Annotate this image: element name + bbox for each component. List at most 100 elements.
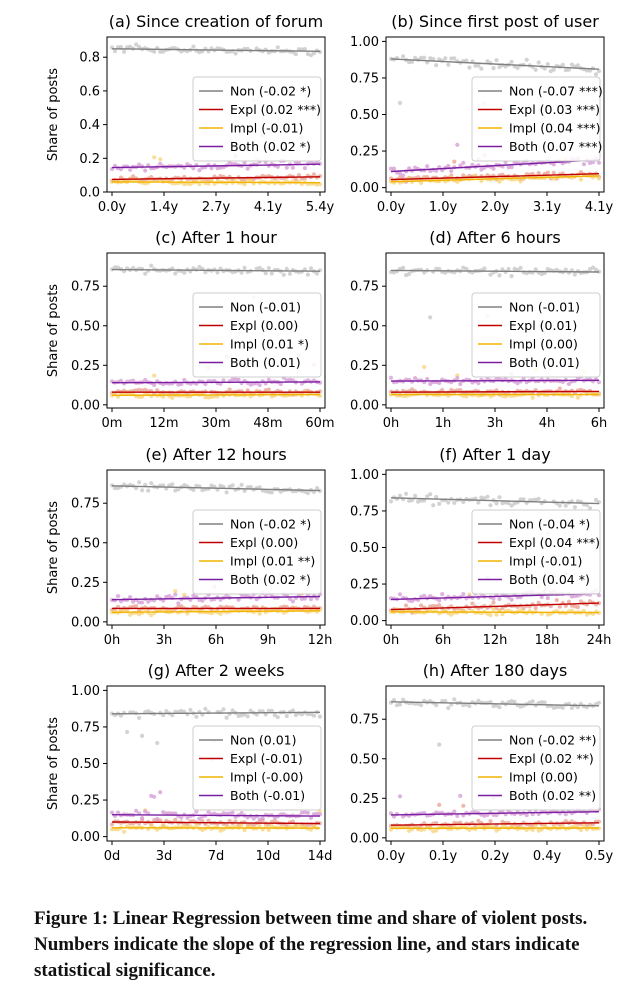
scatter-point-impl — [542, 823, 547, 828]
scatter-point-non — [224, 715, 229, 720]
scatter-point-both — [173, 592, 178, 597]
scatter-point-both — [230, 377, 235, 382]
scatter-point-both — [191, 166, 196, 171]
scatter-point-both — [407, 166, 412, 171]
legend-box — [192, 76, 322, 162]
legend-label-impl: Impl (-0.01) — [509, 554, 582, 569]
scatter-point-non — [143, 271, 148, 276]
scatter-point-impl — [449, 612, 454, 617]
regression-line-impl — [390, 611, 600, 614]
scatter-point-both — [566, 381, 572, 387]
legend: Non (-0.04 *) Expl (0.04 ***) Impl (-0.01)… — [471, 509, 601, 595]
x-tick-label: 7d — [208, 849, 225, 864]
y-tick-label: 0.25 — [350, 359, 379, 374]
scatter-point-expl — [437, 802, 442, 808]
scatter-point-non — [437, 266, 442, 271]
y-tick-label: 0.50 — [350, 319, 379, 334]
scatter-point-non — [182, 270, 187, 275]
scatter-point-non — [317, 488, 323, 493]
scatter-point-non — [476, 63, 481, 68]
legend: Non (-0.02 *) Expl (0.02 ***) Impl (-0.01)… — [192, 76, 322, 162]
scatter-point-impl — [109, 393, 115, 398]
scatter-point-impl — [170, 395, 175, 400]
scatter-point-impl — [152, 155, 157, 160]
scatter-point-impl — [173, 589, 178, 594]
y-axis-label: Share of posts — [46, 717, 61, 810]
scatter-point-non — [476, 500, 481, 505]
regression-line-non — [111, 48, 321, 52]
scatter-point-non — [152, 49, 157, 54]
y-tick-label: 0.75 — [350, 713, 379, 728]
scatter-point-non — [479, 66, 484, 71]
scatter-point-non — [109, 267, 115, 272]
scatter-point-both — [230, 810, 235, 815]
scatter-point-non — [112, 486, 118, 491]
scatter-point-both — [293, 160, 298, 165]
scatter-point-expl — [521, 606, 526, 611]
scatter-point-non — [443, 56, 448, 61]
scatter-point-non — [542, 66, 547, 71]
scatter-point-non — [452, 500, 457, 505]
legend: Non (-0.02 *) Expl (0.00) Impl (0.01 **) Bo… — [192, 509, 322, 595]
scatter-point-impl — [491, 607, 496, 612]
scatter-point-both — [176, 601, 181, 606]
scatter-point-both — [305, 810, 310, 815]
y-tick-label: 0.6 — [79, 84, 100, 99]
legend-label-non: Non (-0.01) — [230, 300, 301, 315]
scatter-point-non — [242, 488, 247, 493]
scatter-point-non — [275, 45, 280, 50]
scatter-point-non — [506, 501, 511, 506]
scatter-point-non — [422, 270, 427, 275]
regression-line-non — [111, 485, 321, 492]
scatter-point-non — [137, 480, 142, 485]
scatter-point-impl — [257, 611, 262, 616]
scatter-point-non — [446, 62, 451, 67]
x-tick-label: 18h — [535, 633, 560, 648]
legend: Non (-0.07 ***) Expl (0.03 ***) Impl (0.04… — [471, 76, 603, 162]
regression-line-non — [390, 58, 600, 70]
regression-line-impl — [390, 175, 600, 183]
x-tick-label: 0.1y — [429, 849, 458, 864]
scatter-point-non — [266, 708, 271, 713]
scatter-point-non — [467, 65, 472, 70]
chart-panel-d: (d) After 6 hours 0.00 0.25 0.50 0.75 0h 1h 3h 4… — [350, 228, 607, 431]
y-tick-label: 0.50 — [71, 319, 100, 334]
scatter-point-both — [245, 166, 250, 171]
scatter-point-both — [155, 594, 160, 599]
scatter-point-both — [455, 376, 460, 381]
chart-panel-c: (c) After 1 hour 0.00 0.25 0.50 0.75 0m 12m 30m… — [46, 228, 335, 431]
scatter-point-both — [275, 164, 280, 169]
y-tick-label: 0.25 — [71, 576, 100, 591]
x-tick-label: 3h — [156, 633, 173, 648]
legend-box — [471, 292, 601, 378]
x-tick-label: 2.7y — [202, 200, 231, 215]
scatter-point-non — [584, 68, 590, 73]
scatter-point-both — [115, 594, 121, 599]
regression-line-both — [390, 811, 600, 816]
scatter-point-both — [397, 794, 403, 799]
x-tick-label: 48m — [253, 416, 282, 431]
legend-label-expl: Expl (-0.01) — [230, 751, 303, 766]
scatter-point-non — [497, 705, 502, 710]
scatter-point-impl — [257, 823, 262, 828]
scatter-point-expl — [109, 822, 115, 827]
scatter-point-non — [521, 497, 526, 502]
y-tick-label: 0.75 — [350, 504, 379, 519]
scatter-point-both — [458, 793, 463, 799]
scatter-point-non — [536, 60, 541, 65]
scatter-point-non — [557, 503, 562, 508]
scatter-point-impl — [596, 176, 602, 181]
scatter-point-both — [581, 162, 587, 167]
y-tick-label: 1.00 — [350, 35, 379, 50]
scatter-point-non — [467, 703, 472, 709]
legend: Non (-0.01) Expl (0.01) Impl (0.00) Both (0… — [471, 292, 601, 378]
scatter-point-non — [551, 67, 556, 72]
scatter-point-non — [203, 706, 208, 711]
scatter-point-both — [239, 811, 244, 816]
scatter-point-both — [491, 166, 496, 171]
regression-line-both — [390, 592, 600, 601]
scatter-point-both — [194, 809, 199, 814]
y-tick-label: 0.00 — [71, 830, 100, 845]
scatter-point-both — [221, 378, 226, 383]
scatter-point-expl — [311, 172, 317, 177]
